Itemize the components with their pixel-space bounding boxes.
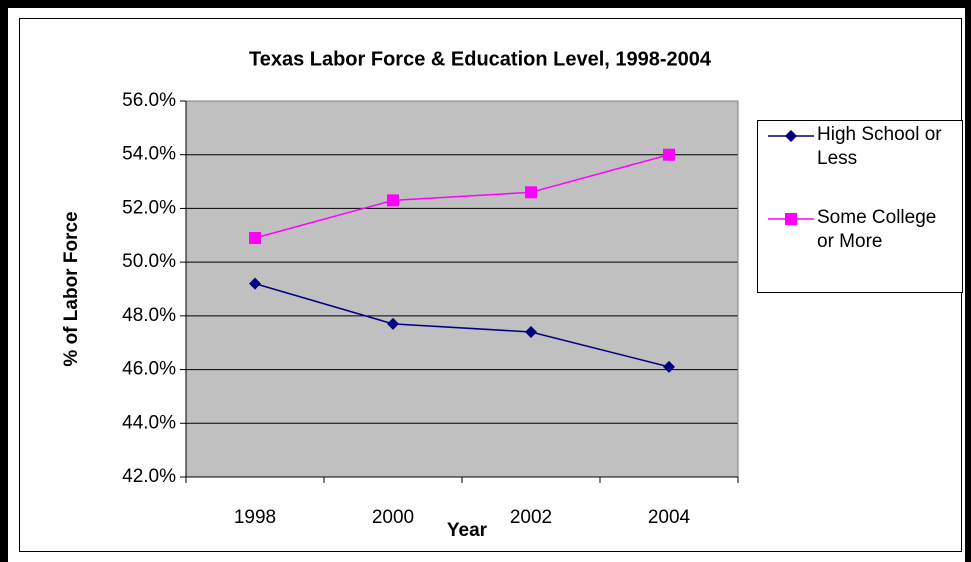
y-tick-label: 52.0% (122, 197, 176, 218)
data-point (525, 186, 537, 199)
x-tick-label: 2002 (510, 507, 552, 528)
x-axis-label: Year (447, 520, 488, 541)
data-point (663, 148, 675, 161)
chart-title: Texas Labor Force & Education Level, 199… (249, 48, 712, 70)
legend (757, 120, 963, 293)
series-line (254, 153, 670, 239)
legend-marker (785, 213, 797, 225)
y-axis-label: % of Labor Force (61, 211, 82, 366)
data-point (387, 194, 399, 207)
frame (0, 0, 971, 8)
y-tick-label: 48.0% (122, 305, 176, 326)
x-tick-label: 2000 (372, 507, 414, 528)
legend-marker (785, 130, 797, 142)
data-point (387, 317, 399, 330)
plot-area (186, 101, 738, 477)
x-tick-label: 1998 (234, 507, 276, 528)
data-point (663, 360, 675, 373)
data-point (249, 277, 261, 290)
y-tick-label: 50.0% (122, 251, 176, 272)
frame (965, 0, 971, 562)
series-line (254, 282, 670, 368)
y-tick-label: 42.0% (122, 466, 176, 487)
y-tick-label: 54.0% (122, 144, 176, 165)
frame (0, 0, 8, 562)
y-tick-label: 44.0% (122, 412, 176, 433)
data-point (525, 325, 537, 338)
legend-label: Some College or More (817, 207, 937, 252)
y-tick-label: 46.0% (122, 359, 176, 380)
y-tick-label: 56.0% (122, 90, 176, 111)
data-point (249, 231, 261, 244)
x-tick-label: 2004 (648, 507, 691, 528)
legend-label: High School or Less (817, 124, 942, 169)
